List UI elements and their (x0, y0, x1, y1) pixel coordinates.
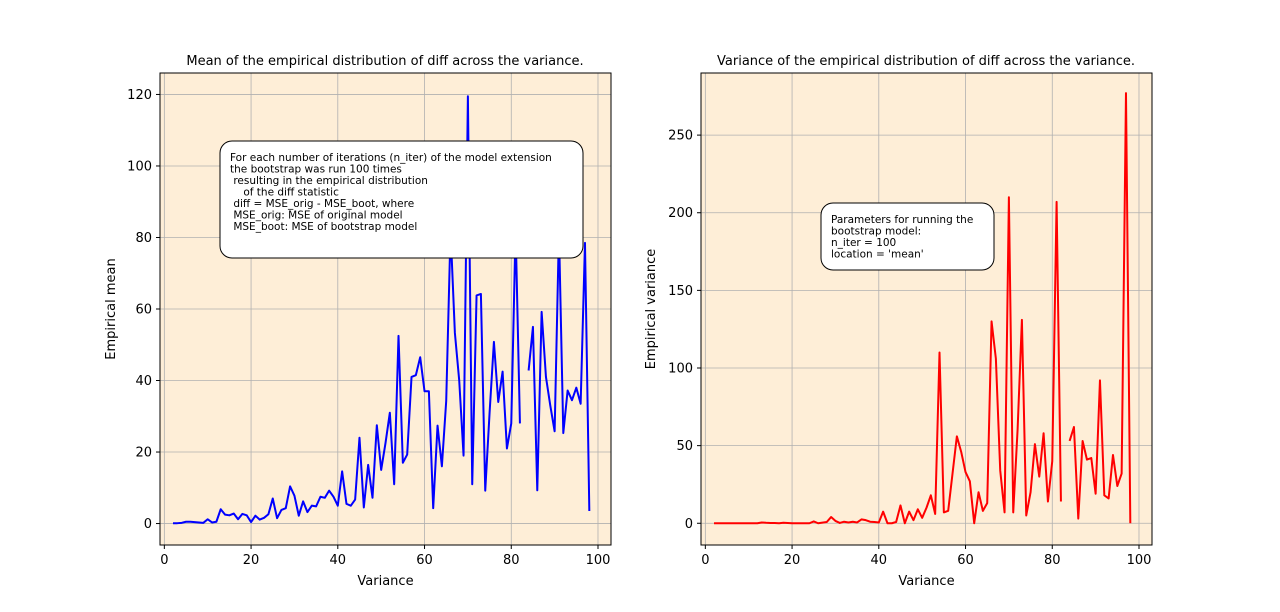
y-axis-label: Empirical mean (104, 258, 119, 359)
x-tick-label: 80 (1044, 553, 1061, 568)
plot-area (701, 73, 1152, 545)
y-tick-label: 40 (135, 374, 152, 389)
y-tick-label: 0 (144, 517, 152, 532)
y-tick-label: 250 (668, 129, 693, 144)
x-tick-label: 20 (243, 553, 260, 568)
y-tick-label: 100 (127, 159, 152, 174)
axes-frame (700, 72, 1153, 546)
y-tick-label: 0 (685, 517, 693, 532)
chart-title: Mean of the empirical distribution of di… (186, 54, 583, 69)
y-tick-label: 60 (135, 303, 152, 318)
x-tick-label: 40 (871, 553, 888, 568)
x-axis-label: Variance (357, 574, 413, 589)
left-chart-panel: 0 20 40 60 80 100 0 20 40 60 80 100 120 Mean of the e… (104, 54, 612, 589)
annotation-line: n_iter = 100 (831, 237, 896, 249)
y-tick-label: 200 (668, 206, 693, 221)
annotation-line: Parameters for running the (831, 214, 973, 226)
annotation-line: of the diff statistic (230, 187, 339, 199)
y-tick-label: 150 (668, 284, 693, 299)
x-axis-label: Variance (898, 574, 954, 589)
y-tick-label: 80 (135, 231, 152, 246)
annotation-line: MSE_boot: MSE of bootstrap model (230, 221, 417, 233)
annotation-line: For each number of iterations (n_iter) o… (230, 152, 552, 164)
x-tick-label: 0 (160, 553, 168, 568)
annotation-line: the bootstrap was run 100 times (230, 164, 402, 176)
x-tick-label: 80 (503, 553, 520, 568)
x-tick-label: 40 (330, 553, 347, 568)
y-axis-label: Empirical variance (644, 249, 659, 370)
right-chart-panel: 0 20 40 60 80 100 0 50 100 150 200 250 Variance of t… (644, 54, 1153, 589)
x-tick-label: 60 (957, 553, 974, 568)
y-tick-label: 120 (127, 88, 152, 103)
annotation-box (219, 140, 584, 259)
x-tick-label: 100 (1127, 553, 1152, 568)
x-tick-label: 0 (701, 553, 709, 568)
y-tick-label: 100 (668, 362, 693, 377)
annotation-line: bootstrap model: (831, 226, 921, 238)
annotation-line: MSE_orig: MSE of original model (230, 210, 403, 222)
y-tick-label: 50 (676, 439, 693, 454)
annotation-line: diff = MSE_orig - MSE_boot, where (230, 198, 414, 210)
y-tick-label: 20 (135, 446, 152, 461)
x-tick-label: 60 (416, 553, 433, 568)
series-line (714, 92, 1132, 525)
chart-title: Variance of the empirical distribution o… (717, 54, 1135, 69)
annotation-box (820, 202, 995, 271)
annotation-line: location = 'mean' (831, 249, 924, 261)
x-tick-label: 20 (784, 553, 801, 568)
x-tick-label: 100 (586, 553, 611, 568)
annotation-line: resulting in the empirical distribution (230, 175, 428, 187)
